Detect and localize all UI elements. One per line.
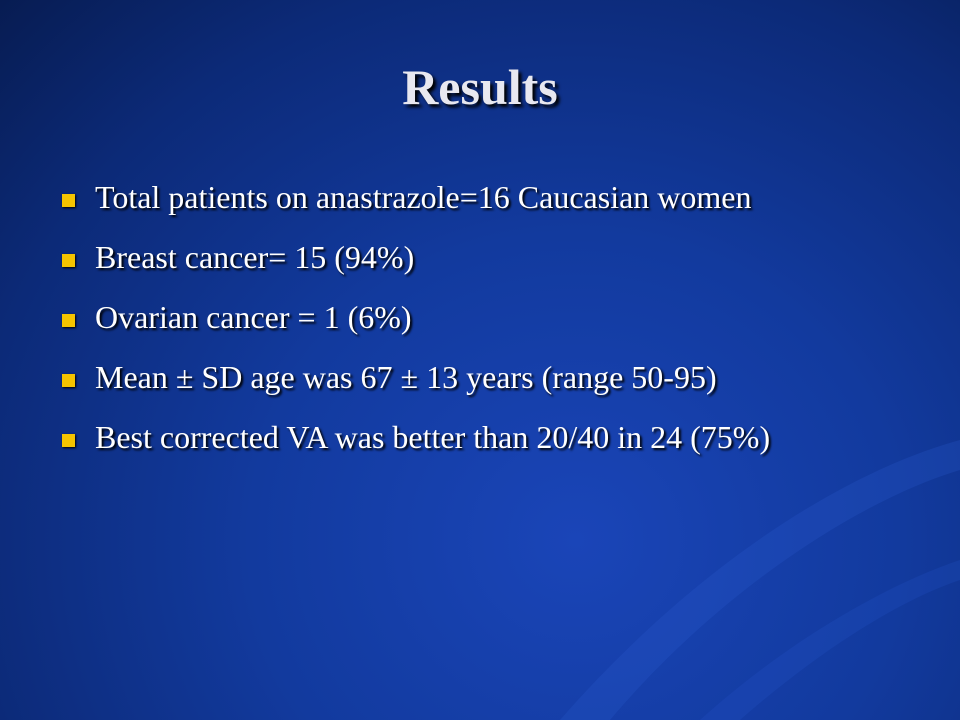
bullet: Ovarian cancer = 1 (6%): [60, 298, 880, 336]
bullet: Breast cancer= 15 (94%): [60, 238, 880, 276]
bullet-list: Total patients on anastrazole=16 Caucasi…: [60, 178, 880, 478]
bullet: Best corrected VA was better than 20/40 …: [60, 418, 880, 456]
bullet: Total patients on anastrazole=16 Caucasi…: [60, 178, 880, 216]
bullet: Mean ± SD age was 67 ± 13 years (range 5…: [60, 358, 880, 396]
slide-title: Results: [402, 59, 558, 115]
